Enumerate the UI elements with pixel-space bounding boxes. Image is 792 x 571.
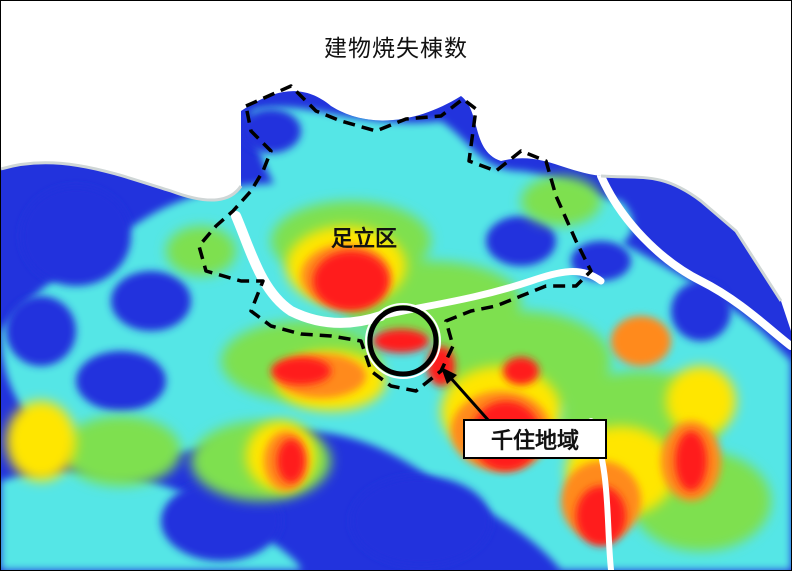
- highlight-circle-halo: [365, 303, 441, 379]
- ward-label: 足立区: [331, 227, 398, 252]
- map-title: 建物焼失棟数: [324, 36, 468, 62]
- callout-label: 千住地域: [463, 419, 607, 459]
- highlight-circle: [367, 305, 439, 377]
- shoreline-east: [600, 174, 783, 302]
- shoreline: [1, 161, 243, 202]
- callout-arrow: [441, 367, 491, 422]
- heatmap-layer: [1, 91, 791, 570]
- ward-boundary: [197, 84, 593, 393]
